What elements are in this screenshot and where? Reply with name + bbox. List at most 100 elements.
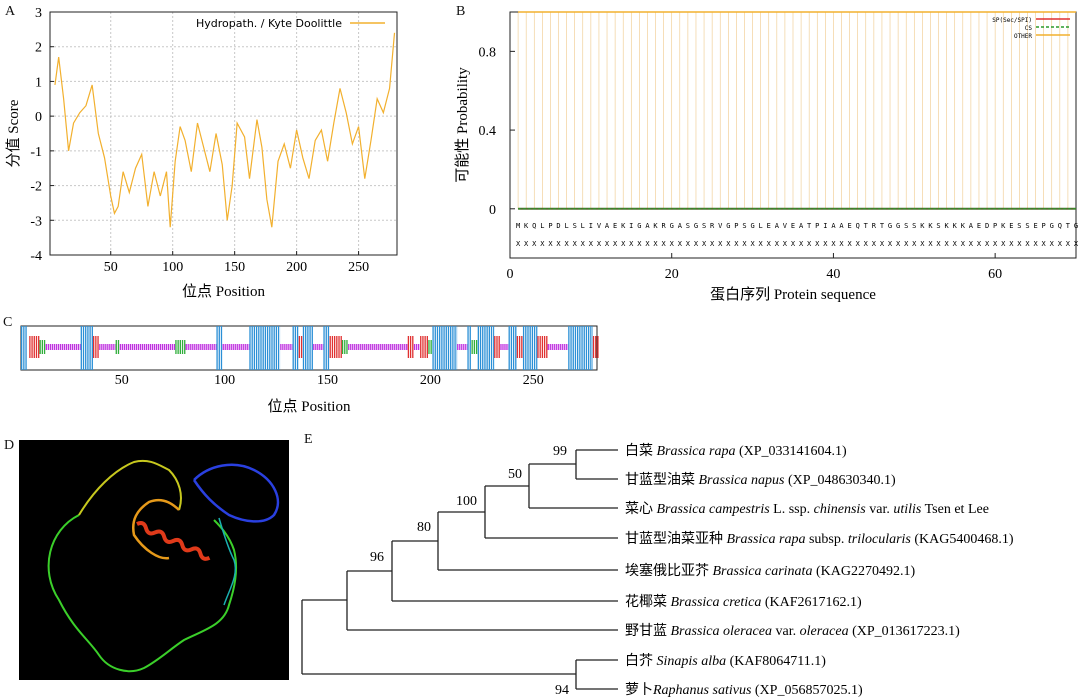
sequence-residue: L (581, 222, 585, 230)
sequence-residue: S (904, 222, 908, 230)
x-tick-label: 150 (317, 373, 338, 388)
structure-bar (585, 326, 588, 370)
structure-bar (109, 344, 111, 350)
sequence-residue: K (524, 222, 529, 230)
structure-bar (91, 326, 93, 370)
sequence-residue: Q (856, 222, 860, 230)
sequence-residue: L (564, 222, 568, 230)
sequence-residue: A (775, 222, 780, 230)
structure-bar (61, 344, 63, 350)
annotation-mark: X (718, 240, 723, 248)
structure-bar (465, 344, 467, 350)
structure-bar (432, 326, 434, 370)
sequence-residue: T (880, 222, 885, 230)
structure-bar (536, 326, 538, 370)
structure-segment-helix (21, 326, 27, 370)
structure-bar (107, 344, 109, 350)
structure-bar (344, 340, 346, 354)
annotation-mark: X (767, 240, 772, 248)
annotation-mark: X (896, 240, 901, 248)
structure-segment-helix (432, 326, 458, 370)
x-axis-label: 位点 Position (268, 398, 351, 415)
sequence-residue: G (888, 222, 892, 230)
structure-bar (93, 336, 95, 358)
sequence-residue: V (718, 222, 723, 230)
legend-label: OTHER (1014, 33, 1032, 40)
structure-bar (117, 340, 120, 354)
sequence-residue: S (702, 222, 706, 230)
structure-bar (205, 344, 207, 350)
structure-bar (570, 326, 572, 370)
structure-bar (338, 336, 340, 358)
x-tick-label: 200 (286, 260, 307, 275)
structure-bar (350, 344, 352, 350)
sequence-residue: E (977, 222, 981, 230)
annotation-mark: X (1001, 240, 1006, 248)
annotation-mark: X (726, 240, 731, 248)
backbone-orange (132, 498, 180, 560)
structure-bar (384, 344, 386, 350)
structure-bar (163, 344, 166, 350)
structure-segment-helix (216, 326, 223, 370)
structure-bar (222, 344, 224, 350)
structure-bar (143, 344, 146, 350)
sequence-residue: S (742, 222, 746, 230)
structure-bar (568, 326, 570, 370)
structure-bar (85, 326, 87, 370)
structure-bar (191, 344, 193, 350)
sequence-residue: S (686, 222, 690, 230)
structure-bar (386, 344, 388, 350)
structure-bar (572, 326, 574, 370)
sequence-residue: G (896, 222, 900, 230)
sequence-residue: R (710, 222, 715, 230)
structure-bar (240, 344, 242, 350)
sequence-residue: A (645, 222, 650, 230)
structure-bar (209, 344, 211, 350)
structure-bar (55, 344, 57, 350)
structure-bar (280, 344, 282, 350)
sequence-residue: D (556, 222, 560, 230)
structure-segment-coil (222, 344, 250, 350)
sequence-residue: K (621, 222, 626, 230)
annotation-mark: X (702, 240, 707, 248)
structure-bar (422, 336, 424, 358)
structure-bar (441, 326, 443, 370)
annotation-mark: X (605, 240, 610, 248)
bootstrap-99: 99 (553, 444, 567, 459)
structure-bar (171, 344, 174, 350)
structure-bar (238, 344, 240, 350)
structure-segment-strand (407, 336, 414, 358)
structure-bar (486, 326, 488, 370)
structure-bar (80, 326, 82, 370)
annotation-mark: X (799, 240, 804, 248)
structure-bar (21, 326, 23, 370)
sequence-residue: K (1001, 222, 1006, 230)
structure-bar (557, 344, 559, 350)
x-tick-label: 250 (348, 260, 369, 275)
annotation-mark: X (961, 240, 966, 248)
structure-segment-coil (413, 344, 421, 350)
structure-bar (430, 340, 432, 354)
structure-bar (215, 344, 217, 350)
sequence-residue: L (759, 222, 763, 230)
structure-segment-helix (302, 326, 313, 370)
structure-bar (197, 344, 199, 350)
sequence-residue: M (516, 222, 520, 230)
structure-segment-coil (185, 344, 217, 350)
structure-bar (97, 336, 99, 358)
structure-bar (471, 340, 473, 354)
bootstrap-50: 50 (508, 467, 522, 482)
structure-bar (473, 340, 476, 354)
annotation-mark: X (532, 240, 537, 248)
structure-bar (482, 326, 484, 370)
structure-bar (415, 344, 418, 350)
structure-bar (246, 344, 248, 350)
sequence-residue: K (920, 222, 925, 230)
structure-bar (420, 336, 422, 358)
structure-bar (63, 344, 65, 350)
panel-letter-e: E (304, 432, 313, 447)
structure-bar (262, 326, 264, 370)
structure-segment-coil (45, 344, 81, 350)
structure-bar (498, 336, 500, 358)
annotation-mark: X (775, 240, 780, 248)
